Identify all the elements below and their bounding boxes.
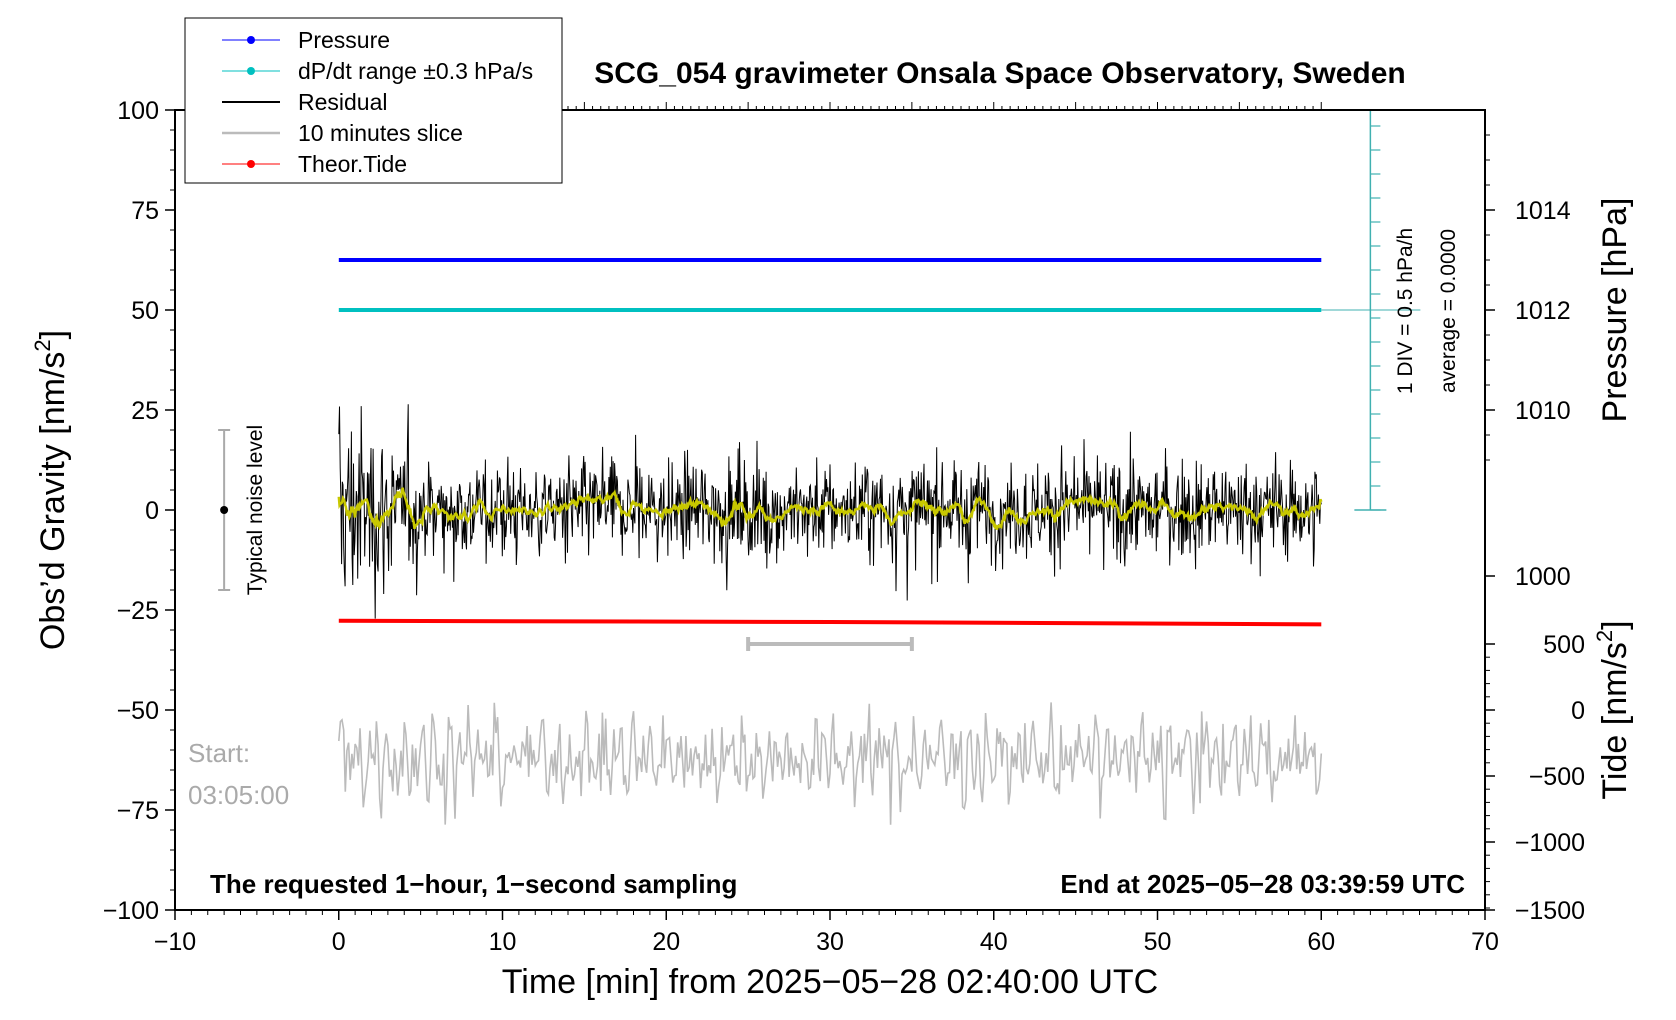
noise-level-dot bbox=[220, 506, 229, 514]
start-time: 03:05:00 bbox=[188, 780, 289, 810]
decoration-layer bbox=[218, 110, 1421, 651]
tide-tick-label: −500 bbox=[1529, 763, 1585, 791]
y-tick-label: −75 bbox=[117, 797, 159, 825]
y-tick-label: 75 bbox=[131, 197, 159, 225]
pressure-tick-label: 1010 bbox=[1515, 397, 1571, 425]
x-tick-label: 10 bbox=[489, 928, 517, 956]
x-tick-label: 40 bbox=[980, 928, 1008, 956]
legend-entry-dpdt: dP/dt range ±0.3 hPa/s bbox=[222, 58, 533, 84]
sampling-note: The requested 1−hour, 1−second sampling bbox=[210, 869, 737, 899]
tide-axis-label: Tide [nm/s2] bbox=[1592, 620, 1634, 799]
x-tick-label: 0 bbox=[332, 928, 346, 956]
legend-tide-label: Theor.Tide bbox=[298, 151, 407, 177]
pressure-tick-label: 1012 bbox=[1515, 297, 1571, 325]
y-tick-label: 0 bbox=[145, 497, 159, 525]
dpdt-scale-label: 1 DIV = 0.5 hPa/h bbox=[1394, 228, 1417, 394]
end-time-note: End at 2025−05−28 03:39:59 UTC bbox=[1060, 869, 1465, 899]
y-axis-label: Obs’d Gravity [nm/s2] bbox=[30, 330, 72, 650]
y-tick-label: 25 bbox=[131, 397, 159, 425]
start-label: Start: bbox=[188, 738, 250, 768]
residual-trace-layer bbox=[338, 404, 1322, 619]
tide-tick-label: 0 bbox=[1571, 697, 1585, 725]
x-tick-label: 20 bbox=[652, 928, 680, 956]
tide-tick-label: 500 bbox=[1543, 631, 1585, 659]
legend-entry-pressure: Pressure bbox=[222, 27, 390, 53]
noise-level-label: Typical noise level bbox=[244, 425, 267, 595]
theoretical-tide-line bbox=[338, 618, 1322, 627]
tide-axis-label-end: ] bbox=[1596, 620, 1634, 629]
x-tick-label: 60 bbox=[1307, 928, 1335, 956]
dpdt-average-label: average = 0.0000 bbox=[1437, 229, 1460, 393]
smoothed-residual-layer bbox=[337, 487, 1323, 531]
x-tick-label: 30 bbox=[816, 928, 844, 956]
y-axis-label-main: Obs’d Gravity [nm/s bbox=[34, 352, 72, 651]
legend: Pressure dP/dt range ±0.3 hPa/s Residual… bbox=[184, 17, 563, 184]
legend-entry-tide: Theor.Tide bbox=[222, 151, 407, 177]
y-tick-label: 50 bbox=[131, 297, 159, 325]
tide-axis-label-sup: 2 bbox=[1592, 630, 1617, 642]
legend-residual-label: Residual bbox=[298, 89, 388, 115]
tide-tick-label: −1500 bbox=[1515, 897, 1585, 925]
legend-pressure-label: Pressure bbox=[298, 27, 390, 53]
y-tick-label: −25 bbox=[117, 597, 159, 625]
x-tick-label: 50 bbox=[1144, 928, 1172, 956]
legend-slice-label: 10 minutes slice bbox=[298, 120, 463, 146]
series-layer bbox=[338, 258, 1322, 627]
tide-tick-label: −1000 bbox=[1515, 829, 1585, 857]
legend-entry-residual: Residual bbox=[222, 89, 388, 115]
legend-dpdt-label: dP/dt range ±0.3 hPa/s bbox=[298, 58, 533, 84]
smoothed-residual-line bbox=[337, 487, 1323, 531]
slice-trace bbox=[338, 702, 1323, 825]
y-tick-label: −100 bbox=[103, 897, 159, 925]
legend-pressure-marker bbox=[247, 36, 255, 44]
y-tick-label: −50 bbox=[117, 697, 159, 725]
y-axis-label-end: ] bbox=[34, 330, 72, 339]
pressure-axis-label: Pressure [hPa] bbox=[1596, 198, 1634, 423]
tide-axis-label-main: Tide [nm/s bbox=[1596, 642, 1634, 799]
chart-title: SCG_054 gravimeter Onsala Space Observat… bbox=[594, 57, 1406, 90]
residual-line bbox=[338, 404, 1322, 619]
x-axis-label: Time [min] from 2025−05−28 02:40:00 UTC bbox=[502, 963, 1158, 1001]
ticks-layer: −10 0 10 20 30 40 50 60 701007550250−25−50−75−10… bbox=[103, 97, 1585, 956]
y-tick-label: 100 bbox=[117, 97, 159, 125]
legend-tide-marker bbox=[247, 160, 255, 168]
legend-dpdt-marker bbox=[247, 67, 255, 75]
y-axis-label-sup: 2 bbox=[30, 339, 55, 351]
pressure-tick-label: 1014 bbox=[1515, 197, 1571, 225]
x-tick-label: −10 bbox=[154, 928, 196, 956]
slice-trace-layer bbox=[338, 702, 1323, 825]
legend-box bbox=[184, 17, 563, 184]
legend-entry-slice: 10 minutes slice bbox=[222, 120, 463, 146]
pressure-tick-label: 1000 bbox=[1515, 563, 1571, 591]
x-tick-label: 70 bbox=[1471, 928, 1499, 956]
